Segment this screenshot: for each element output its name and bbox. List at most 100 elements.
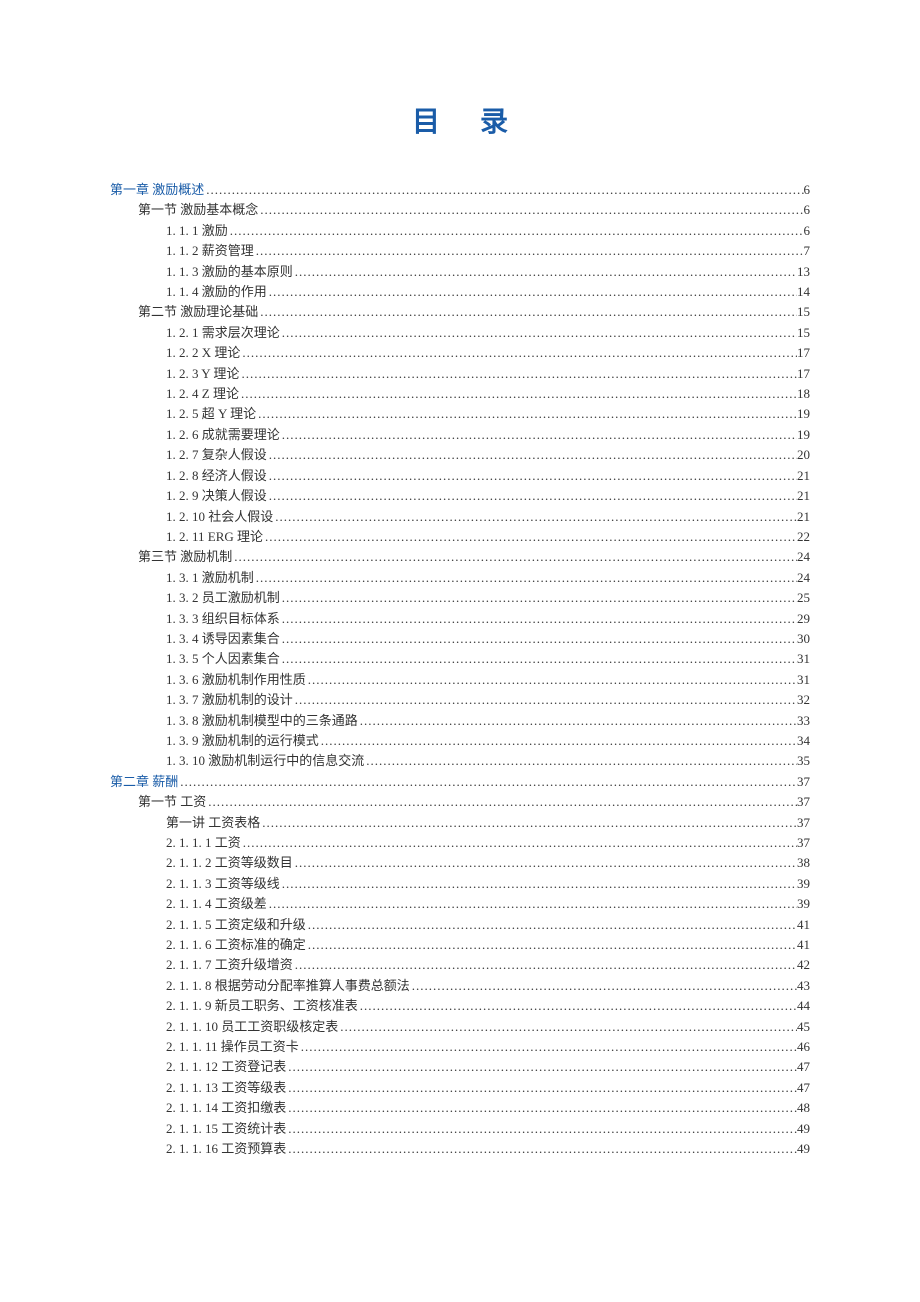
toc-leader: [280, 588, 797, 608]
toc-leader: [293, 853, 797, 873]
toc-entry-label: 1. 1. 3 激励的基本原则: [166, 262, 293, 282]
toc-page-number: 39: [797, 894, 810, 914]
toc-leader: [258, 302, 797, 322]
toc-entry[interactable]: 1. 1. 1 激励6: [110, 221, 810, 241]
toc-entry[interactable]: 第一节 激励基本概念6: [110, 200, 810, 220]
toc-entry[interactable]: 1. 3. 3 组织目标体系29: [110, 609, 810, 629]
toc-entry[interactable]: 1. 3. 1 激励机制24: [110, 568, 810, 588]
toc-entry[interactable]: 2. 1. 1. 1 工资37: [110, 833, 810, 853]
toc-entry[interactable]: 1. 2. 11 ERG 理论22: [110, 527, 810, 547]
toc-entry[interactable]: 第三节 激励机制24: [110, 547, 810, 567]
toc-entry-label: 1. 2. 11 ERG 理论: [166, 527, 263, 547]
toc-entry[interactable]: 1. 2. 10 社会人假设21: [110, 507, 810, 527]
toc-leader: [280, 323, 797, 343]
toc-page-number: 39: [797, 874, 810, 894]
toc-entry[interactable]: 2. 1. 1. 12 工资登记表47: [110, 1057, 810, 1077]
toc-entry[interactable]: 1. 1. 3 激励的基本原则13: [110, 262, 810, 282]
toc-entry-label: 2. 1. 1. 11 操作员工资卡: [166, 1037, 299, 1057]
toc-page-number: 20: [797, 445, 810, 465]
toc-leader: [232, 547, 797, 567]
toc-entry[interactable]: 1. 3. 6 激励机制作用性质31: [110, 670, 810, 690]
toc-entry[interactable]: 2. 1. 1. 4 工资级差 39: [110, 894, 810, 914]
page-title: 目录: [110, 100, 810, 140]
toc-entry[interactable]: 2. 1. 1. 16 工资预算表 49: [110, 1139, 810, 1159]
toc-leader: [239, 364, 797, 384]
toc-page-number: 34: [797, 731, 810, 751]
toc-leader: [204, 180, 803, 200]
toc-entry[interactable]: 2. 1. 1. 15 工资统计表49: [110, 1119, 810, 1139]
toc-page-number: 17: [797, 364, 810, 384]
toc-entry-label: 1. 3. 7 激励机制的设计: [166, 690, 293, 710]
toc-entry[interactable]: 1. 2. 4 Z 理论18: [110, 384, 810, 404]
toc-entry[interactable]: 2. 1. 1. 7 工资升级增资42: [110, 955, 810, 975]
toc-page-number: 46: [797, 1037, 810, 1057]
toc-entry[interactable]: 1. 3. 9 激励机制的运行模式34: [110, 731, 810, 751]
toc-entry[interactable]: 1. 3. 5 个人因素集合 31: [110, 649, 810, 669]
toc-page-number: 41: [797, 915, 810, 935]
toc-entry[interactable]: 1. 3. 8 激励机制模型中的三条通路33: [110, 711, 810, 731]
toc-entry[interactable]: 1. 3. 4 诱导因素集合30: [110, 629, 810, 649]
toc-page-number: 37: [797, 833, 810, 853]
toc-leader: [286, 1078, 797, 1098]
toc-entry[interactable]: 2. 1. 1. 6 工资标准的确定41: [110, 935, 810, 955]
toc-entry[interactable]: 2. 1. 1. 13 工资等级表47: [110, 1078, 810, 1098]
toc-leader: [319, 731, 797, 751]
toc-entry-label: 1. 2. 9 决策人假设: [166, 486, 267, 506]
toc-entry[interactable]: 1. 2. 9 决策人假设21: [110, 486, 810, 506]
toc-entry[interactable]: 1. 1. 4 激励的作用14: [110, 282, 810, 302]
toc-entry[interactable]: 2. 1. 1. 5 工资定级和升级41: [110, 915, 810, 935]
toc-entry[interactable]: 2. 1. 1. 8 根据劳动分配率推算人事费总额法43: [110, 976, 810, 996]
toc-entry[interactable]: 第二节 激励理论基础15: [110, 302, 810, 322]
toc-entry[interactable]: 1. 2. 5 超 Y 理论19: [110, 404, 810, 424]
toc-entry-label: 1. 3. 5 个人因素集合: [166, 649, 280, 669]
toc-entry[interactable]: 第一章 激励概述6: [110, 180, 810, 200]
toc-page-number: 31: [797, 649, 810, 669]
toc-leader: [293, 690, 797, 710]
toc-page-number: 35: [797, 751, 810, 771]
toc-page-number: 30: [797, 629, 810, 649]
toc-entry[interactable]: 1. 3. 7 激励机制的设计32: [110, 690, 810, 710]
toc-entry[interactable]: 1. 2. 8 经济人假设21: [110, 466, 810, 486]
toc-entry[interactable]: 1. 1. 2 薪资管理7: [110, 241, 810, 261]
toc-leader: [306, 935, 797, 955]
toc-entry-label: 1. 2. 6 成就需要理论: [166, 425, 280, 445]
toc-entry[interactable]: 2. 1. 1. 9 新员工职务、工资核准表 44: [110, 996, 810, 1016]
toc-entry[interactable]: 1. 3. 2 员工激励机制25: [110, 588, 810, 608]
toc-leader: [280, 649, 797, 669]
toc-entry[interactable]: 1. 2. 7 复杂人假设20: [110, 445, 810, 465]
toc-page-number: 44: [797, 996, 810, 1016]
toc-entry-label: 2. 1. 1. 16 工资预算表: [166, 1139, 286, 1159]
toc-entry-label: 第一讲 工资表格: [166, 813, 260, 833]
toc-page-number: 6: [804, 200, 811, 220]
toc-entry[interactable]: 1. 2. 3 Y 理论17: [110, 364, 810, 384]
toc-entry[interactable]: 1. 2. 1 需求层次理论15: [110, 323, 810, 343]
toc-entry-label: 第一章 激励概述: [110, 180, 204, 200]
toc-entry[interactable]: 2. 1. 1. 10 员工工资职级核定表45: [110, 1017, 810, 1037]
toc-entry[interactable]: 第一讲 工资表格37: [110, 813, 810, 833]
toc-entry[interactable]: 第二章 薪酬37: [110, 772, 810, 792]
toc-entry[interactable]: 第一节 工资37: [110, 792, 810, 812]
toc-entry[interactable]: 2. 1. 1. 14 工资扣缴表48: [110, 1098, 810, 1118]
toc-leader: [286, 1098, 797, 1118]
toc-entry[interactable]: 1. 2. 2 X 理论17: [110, 343, 810, 363]
toc-page-number: 37: [797, 772, 810, 792]
toc-leader: [254, 568, 797, 588]
toc-leader: [260, 813, 797, 833]
toc-entry[interactable]: 1. 2. 6 成就需要理论19: [110, 425, 810, 445]
toc-entry-label: 1. 1. 2 薪资管理: [166, 241, 254, 261]
toc-entry[interactable]: 2. 1. 1. 2 工资等级数目38: [110, 853, 810, 873]
toc-page-number: 49: [797, 1139, 810, 1159]
toc-page-number: 14: [797, 282, 810, 302]
toc-leader: [267, 445, 797, 465]
toc-leader: [280, 629, 797, 649]
toc-entry[interactable]: 1. 3. 10 激励机制运行中的信息交流35: [110, 751, 810, 771]
toc-page-number: 45: [797, 1017, 810, 1037]
toc-page-number: 17: [797, 343, 810, 363]
toc-page-number: 6: [804, 221, 811, 241]
toc-entry-label: 2. 1. 1. 4 工资级差: [166, 894, 267, 914]
toc-entry-label: 2. 1. 1. 9 新员工职务、工资核准表: [166, 996, 358, 1016]
toc-entry[interactable]: 2. 1. 1. 11 操作员工资卡 46: [110, 1037, 810, 1057]
table-of-contents: 第一章 激励概述6第一节 激励基本概念61. 1. 1 激励61. 1. 2 薪…: [110, 180, 810, 1160]
toc-entry-label: 2. 1. 1. 15 工资统计表: [166, 1119, 286, 1139]
toc-entry[interactable]: 2. 1. 1. 3 工资等级线39: [110, 874, 810, 894]
